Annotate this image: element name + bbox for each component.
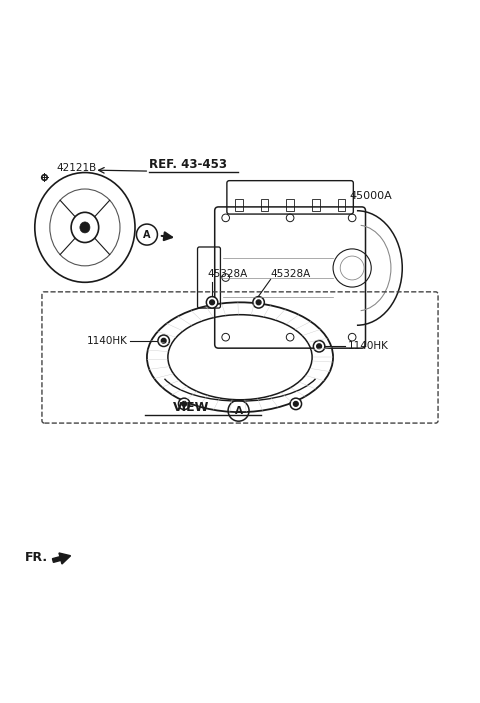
Ellipse shape	[80, 222, 90, 233]
Circle shape	[317, 344, 322, 349]
Circle shape	[253, 297, 264, 308]
Circle shape	[313, 340, 325, 352]
Polygon shape	[52, 557, 61, 562]
Text: 42121B: 42121B	[56, 162, 96, 172]
Bar	[337, 199, 345, 211]
Circle shape	[210, 300, 215, 304]
Text: 45000A: 45000A	[350, 191, 393, 201]
Circle shape	[256, 300, 261, 304]
Text: A: A	[235, 406, 242, 415]
Text: 45328A: 45328A	[207, 269, 248, 279]
Polygon shape	[59, 553, 71, 564]
Circle shape	[290, 398, 301, 410]
Bar	[286, 199, 294, 211]
Text: FR.: FR.	[25, 551, 48, 564]
Circle shape	[158, 335, 169, 347]
Text: REF. 43-453: REF. 43-453	[149, 158, 228, 171]
Bar	[312, 199, 320, 211]
Circle shape	[182, 401, 187, 406]
Circle shape	[206, 297, 218, 308]
Text: 1140HK: 1140HK	[348, 341, 389, 352]
Bar	[261, 199, 268, 211]
Text: VIEW: VIEW	[173, 401, 209, 415]
Circle shape	[161, 338, 166, 343]
Text: 1140HK: 1140HK	[87, 336, 128, 346]
Text: 45328A: 45328A	[271, 269, 311, 279]
Bar	[235, 199, 242, 211]
Circle shape	[179, 398, 190, 410]
Circle shape	[293, 401, 298, 406]
Text: A: A	[143, 230, 151, 240]
